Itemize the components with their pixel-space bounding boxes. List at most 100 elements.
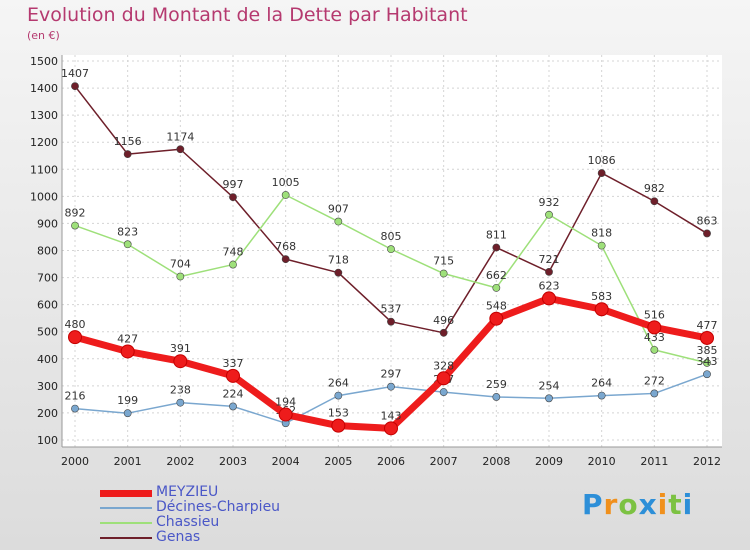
- data-label-meyzieu: 328: [433, 359, 454, 372]
- x-tick-label: 2007: [430, 455, 458, 468]
- data-label-genas: 1086: [588, 154, 616, 167]
- data-label-d-cines-charpieu: 264: [328, 377, 349, 390]
- x-tick-label: 2004: [272, 455, 300, 468]
- chart-title: Evolution du Montant de la Dette par Hab…: [27, 4, 468, 26]
- data-point-genas: [334, 268, 343, 277]
- data-label-chassieu: 433: [644, 331, 665, 344]
- data-label-meyzieu: 516: [644, 308, 665, 321]
- data-label-chassieu: 907: [328, 203, 349, 216]
- data-label-meyzieu: 143: [381, 409, 402, 422]
- data-label-meyzieu: 337: [223, 357, 244, 370]
- y-tick-label: 800: [37, 245, 58, 258]
- x-tick-label: 2003: [219, 455, 247, 468]
- data-label-d-cines-charpieu: 238: [170, 384, 191, 397]
- data-point-genas: [545, 267, 553, 276]
- data-point-genas: [597, 169, 606, 177]
- data-point-genas: [492, 243, 501, 252]
- data-label-chassieu: 385: [697, 344, 718, 357]
- data-point-meyzieu: [700, 330, 714, 345]
- y-tick-label: 300: [37, 380, 58, 393]
- data-label-meyzieu: 480: [65, 318, 86, 331]
- data-label-d-cines-charpieu: 254: [539, 379, 560, 392]
- y-tick-label: 1100: [30, 163, 58, 176]
- x-tick-label: 2012: [693, 455, 721, 468]
- data-point-genas: [71, 82, 79, 91]
- logo-letter: P: [582, 488, 604, 521]
- data-point-chassieu: [334, 217, 343, 226]
- data-point-d-cines-charpieu: [703, 370, 711, 379]
- x-tick-label: 2009: [535, 455, 563, 468]
- data-point-chassieu: [439, 269, 448, 278]
- data-point-chassieu: [123, 240, 132, 249]
- y-tick-label: 900: [37, 217, 58, 230]
- data-label-meyzieu: 153: [328, 407, 349, 420]
- data-point-chassieu: [650, 345, 659, 354]
- y-tick-label: 1200: [30, 136, 58, 149]
- legend-label: Décines-Charpieu: [156, 499, 281, 515]
- data-label-genas: 1407: [61, 67, 89, 80]
- data-point-genas: [229, 193, 237, 202]
- data-point-genas: [703, 229, 711, 238]
- data-label-genas: 496: [433, 314, 454, 327]
- logo-letter: x: [638, 488, 658, 521]
- data-point-chassieu: [229, 260, 237, 269]
- data-point-meyzieu: [542, 291, 556, 306]
- x-tick-label: 2001: [114, 455, 142, 468]
- y-tick-label: 1300: [30, 109, 58, 122]
- data-point-d-cines-charpieu: [597, 391, 606, 400]
- data-point-genas: [387, 317, 395, 326]
- y-tick-label: 400: [37, 353, 58, 366]
- data-label-genas: 718: [328, 254, 349, 267]
- data-point-chassieu: [545, 210, 553, 219]
- data-label-chassieu: 704: [170, 257, 191, 270]
- data-label-genas: 997: [223, 178, 244, 191]
- data-point-chassieu: [703, 358, 711, 367]
- x-tick-label: 2006: [377, 455, 405, 468]
- chart-subtitle: (en €): [27, 29, 60, 42]
- legend-label: Genas: [156, 529, 201, 545]
- data-label-genas: 982: [644, 182, 665, 195]
- data-point-meyzieu: [173, 354, 188, 369]
- y-tick-label: 1500: [30, 55, 58, 68]
- data-label-d-cines-charpieu: 264: [591, 377, 612, 390]
- data-point-meyzieu: [68, 330, 82, 345]
- data-label-meyzieu: 427: [117, 332, 138, 345]
- data-label-genas: 721: [539, 253, 560, 266]
- y-tick-label: 1400: [30, 82, 58, 95]
- data-label-d-cines-charpieu: 259: [486, 378, 507, 391]
- data-point-genas: [123, 150, 132, 159]
- data-label-meyzieu: 583: [591, 290, 612, 303]
- data-point-d-cines-charpieu: [387, 382, 395, 391]
- x-tick-label: 2008: [482, 455, 510, 468]
- legend-swatch: [100, 522, 152, 524]
- y-tick-label: 600: [37, 299, 58, 312]
- data-point-d-cines-charpieu: [71, 404, 79, 413]
- proxiti-logo: Proxiti: [582, 488, 693, 521]
- data-point-meyzieu: [120, 344, 135, 359]
- x-tick-label: 2002: [166, 455, 194, 468]
- data-label-chassieu: 748: [223, 246, 244, 259]
- data-label-chassieu: 715: [433, 255, 454, 268]
- data-label-chassieu: 823: [117, 225, 138, 238]
- y-tick-label: 500: [37, 326, 58, 339]
- data-point-genas: [281, 255, 290, 264]
- data-label-d-cines-charpieu: 224: [223, 387, 244, 400]
- data-point-meyzieu: [278, 407, 293, 422]
- data-point-genas: [439, 328, 448, 337]
- data-label-meyzieu: 477: [697, 319, 718, 332]
- data-label-genas: 768: [275, 240, 296, 253]
- data-label-genas: 863: [697, 214, 718, 227]
- data-label-meyzieu: 194: [275, 396, 296, 409]
- data-label-chassieu: 805: [381, 230, 402, 243]
- data-point-d-cines-charpieu: [176, 398, 185, 407]
- x-tick-label: 2010: [588, 455, 616, 468]
- data-point-chassieu: [492, 283, 501, 292]
- logo-letter: i: [682, 488, 694, 521]
- data-point-genas: [176, 145, 185, 154]
- data-label-meyzieu: 623: [539, 279, 560, 292]
- data-point-d-cines-charpieu: [492, 393, 501, 401]
- legend-label: Chassieu: [156, 514, 220, 530]
- data-label-d-cines-charpieu: 343: [697, 355, 718, 368]
- data-label-genas: 811: [486, 229, 507, 242]
- y-tick-label: 100: [37, 434, 58, 447]
